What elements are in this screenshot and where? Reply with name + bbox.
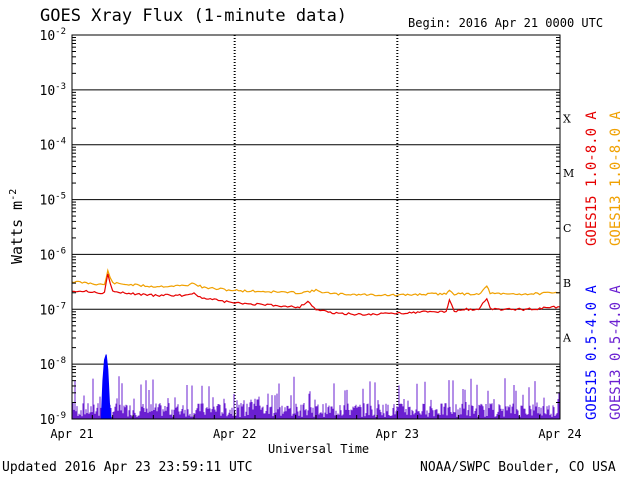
grid xyxy=(72,34,560,420)
chart-title: GOES Xray Flux (1-minute data) xyxy=(40,6,348,26)
flare-class-label: C xyxy=(563,222,571,235)
flare-class-label: M xyxy=(563,167,574,180)
y-tick-exp: -4 xyxy=(55,137,66,147)
legend-entry: GOES15 0.5-4.0 A xyxy=(584,285,600,420)
y-tick-label: 10-4 xyxy=(40,137,67,154)
y-tick-base: 10 xyxy=(40,194,56,209)
y-tick-exp: -2 xyxy=(55,27,66,37)
y-tick-exp: -8 xyxy=(55,356,66,366)
y-tick-exp: -6 xyxy=(55,246,66,256)
x-tick-label: Apr 21 xyxy=(50,427,93,441)
series-goes13-long xyxy=(71,268,560,297)
frame-layer xyxy=(71,34,561,420)
y-tick-base: 10 xyxy=(40,303,56,318)
x-axis-label: Universal Time xyxy=(268,442,370,456)
y-tick-base: 10 xyxy=(40,413,56,428)
y-tick-label: 10-8 xyxy=(40,356,67,373)
x-tick-label: Apr 24 xyxy=(538,427,581,441)
y-tick-exp: -7 xyxy=(55,301,66,311)
updated-label: Updated 2016 Apr 23 23:59:11 UTC xyxy=(2,460,253,475)
series-goes13-short xyxy=(71,376,561,419)
legend-entry: GOES13 1.0-8.0 A xyxy=(608,111,624,246)
y-tick-exp: -9 xyxy=(55,411,66,421)
series-goes13-short-trace xyxy=(71,376,561,419)
y-tick-exp: -5 xyxy=(55,192,66,202)
flare-class-label: X xyxy=(563,112,571,125)
legend-entry: GOES15 1.0-8.0 A xyxy=(584,111,600,246)
y-tick-base: 10 xyxy=(40,84,56,99)
y-tick-base: 10 xyxy=(40,248,56,263)
y-tick-label: 10-9 xyxy=(40,411,67,428)
x-tick-label: Apr 22 xyxy=(213,427,256,441)
y-tick-exp: -3 xyxy=(55,82,66,92)
plot-frame xyxy=(71,34,561,420)
y-tick-label: 10-2 xyxy=(40,27,67,44)
y-tick-base: 10 xyxy=(40,139,56,154)
y-tick-label: 10-5 xyxy=(40,192,67,209)
series-goes15-long xyxy=(71,273,561,316)
credit-label: NOAA/SWPC Boulder, CO USA xyxy=(420,460,616,475)
begin-label: Begin: 2016 Apr 21 0000 UTC xyxy=(408,16,604,30)
y-axis-label-text: Watts m xyxy=(8,200,26,264)
legend-entry: GOES13 0.5-4.0 A xyxy=(608,285,624,420)
y-tick-label: 10-7 xyxy=(40,301,67,318)
y-tick-base: 10 xyxy=(40,358,56,373)
y-axis-label: Watts m-2 xyxy=(8,189,26,264)
flare-class-label: B xyxy=(563,277,571,290)
y-tick-label: 10-3 xyxy=(40,82,67,99)
y-tick-label: 10-6 xyxy=(40,246,67,263)
y-axis-label-exponent: -2 xyxy=(8,188,19,201)
series-layer xyxy=(71,268,561,420)
flare-class-label: A xyxy=(562,332,572,345)
y-tick-base: 10 xyxy=(40,29,56,44)
x-tick-label: Apr 23 xyxy=(376,427,419,441)
